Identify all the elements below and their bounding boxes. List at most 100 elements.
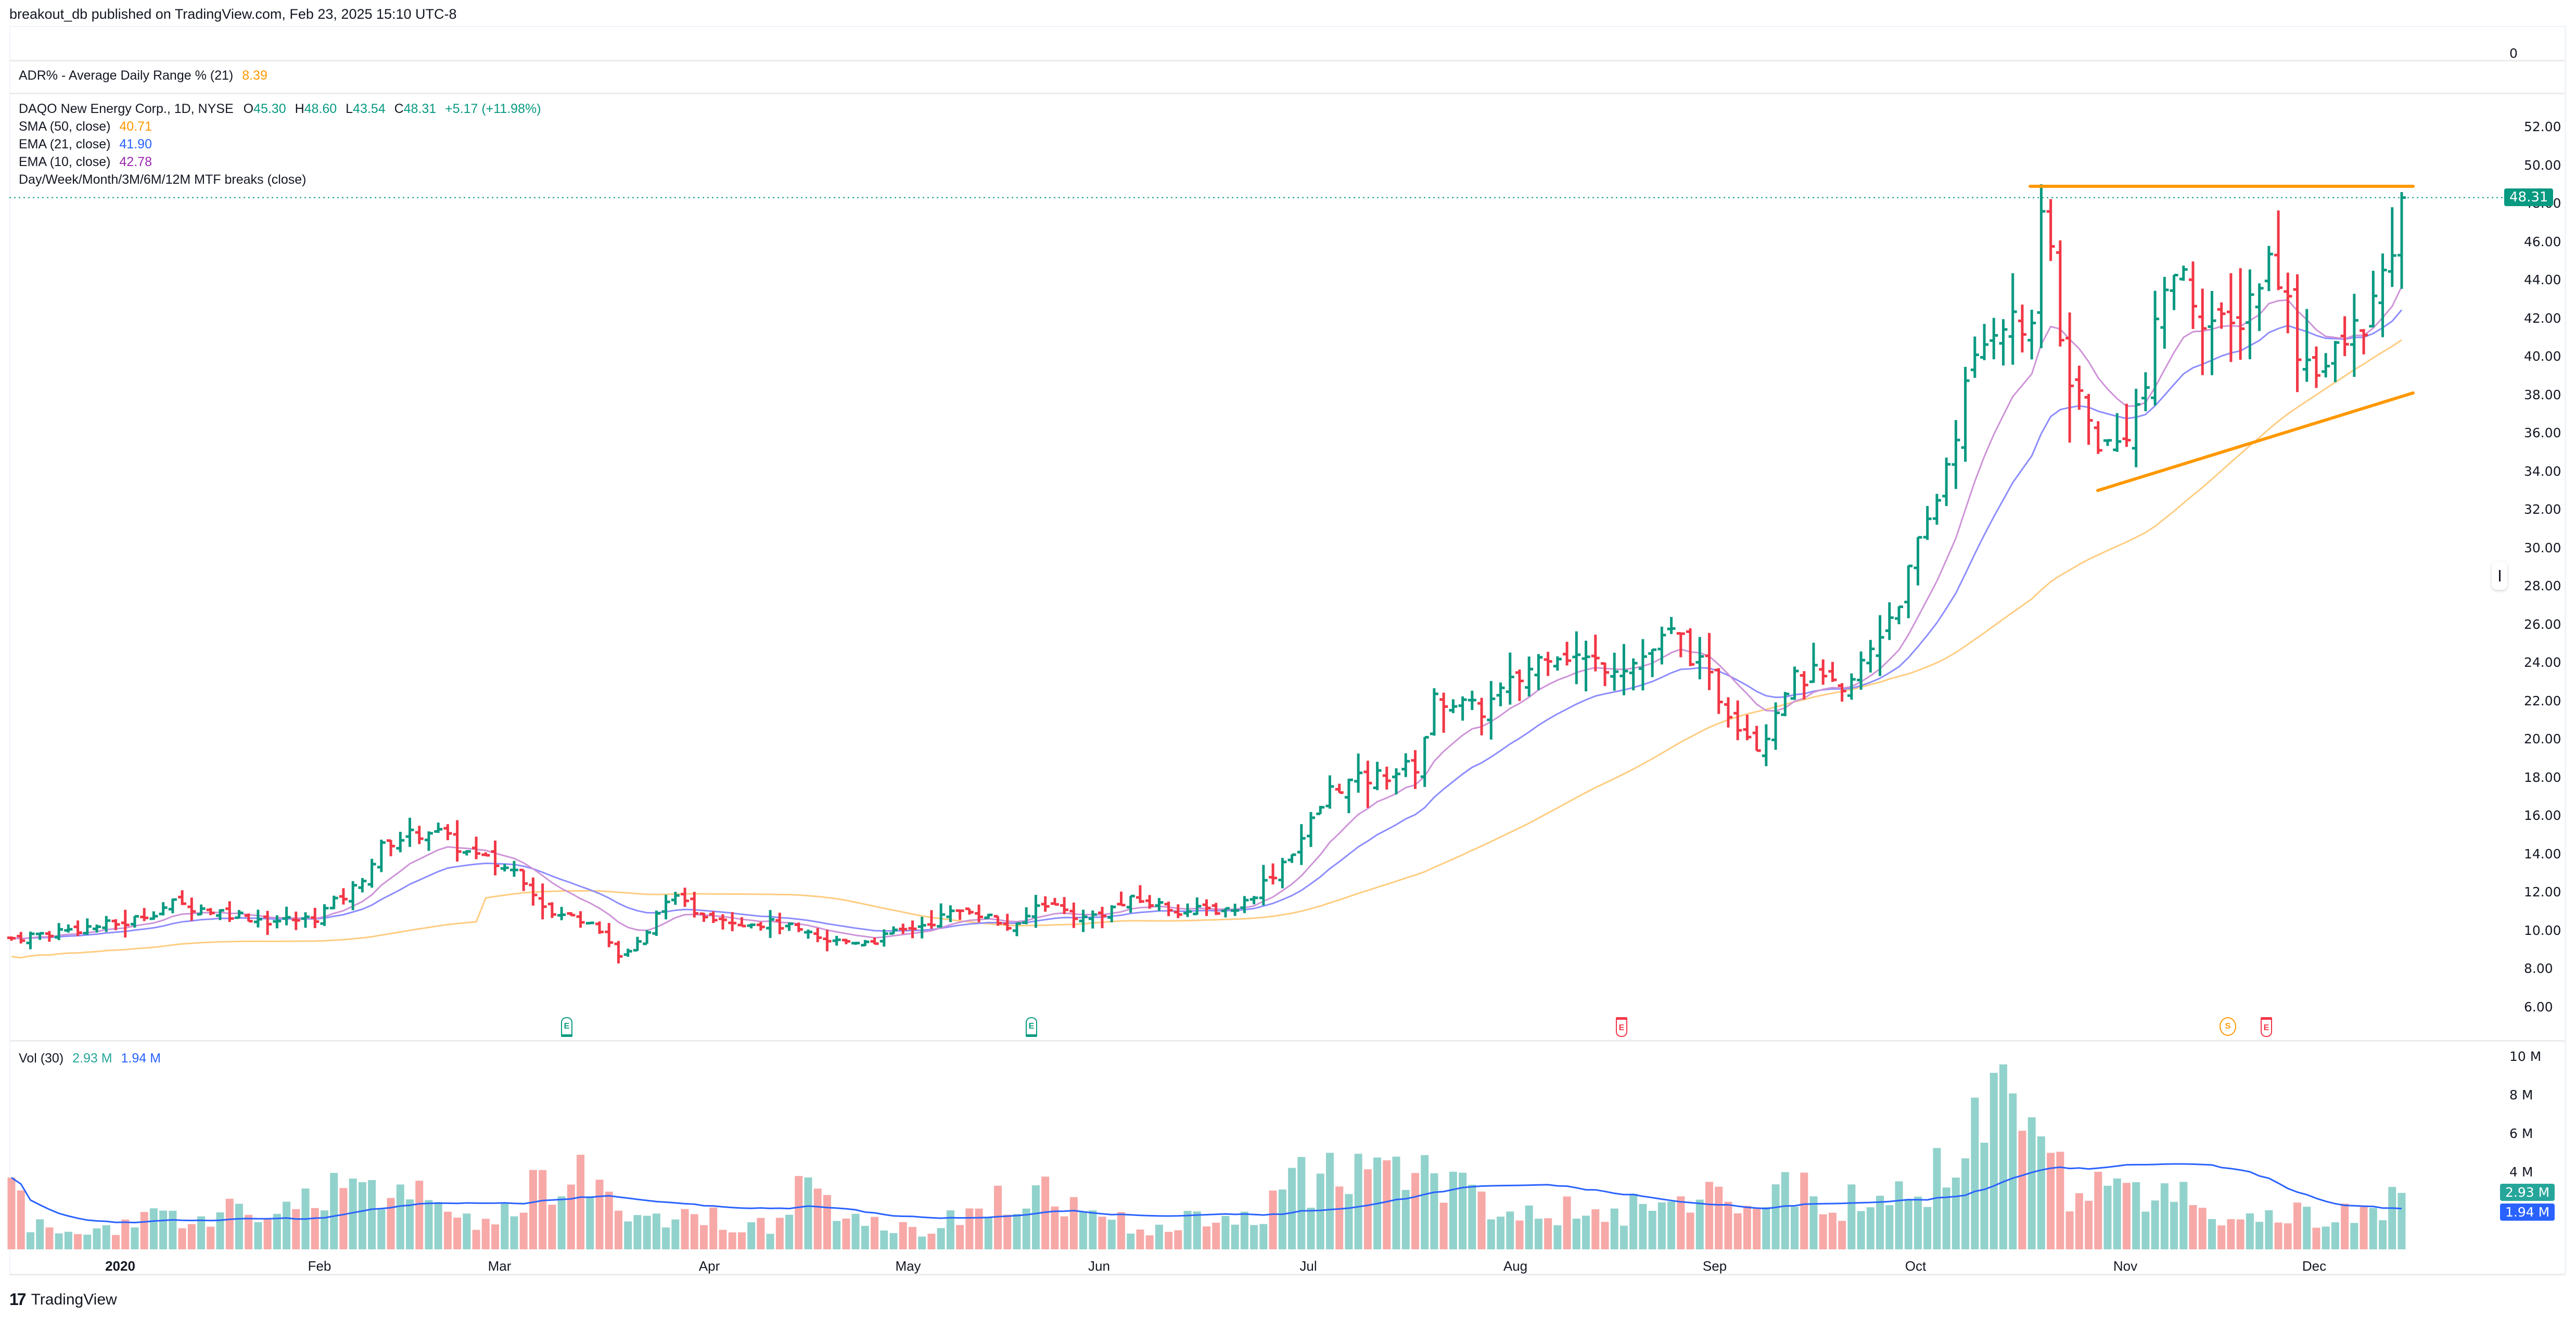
time-axis-label: Nov (2113, 1258, 2138, 1274)
volume-bar (425, 1200, 433, 1249)
volume-bar (1411, 1173, 1419, 1249)
volume-bar (64, 1232, 72, 1249)
volume-bar (197, 1216, 206, 1249)
price-axis-label: 22.00 (2524, 693, 2561, 708)
volume-bar (519, 1212, 528, 1249)
volume-bar (1345, 1194, 1353, 1249)
volume-bar (1041, 1176, 1050, 1249)
volume-bar (1534, 1219, 1542, 1249)
volume-bar (1022, 1208, 1030, 1249)
volume-bar (889, 1233, 898, 1249)
volume-bar (1363, 1169, 1372, 1249)
volume-bar (1060, 1216, 1068, 1249)
adr-pane-top-divider (9, 60, 2566, 61)
volume-bar (1307, 1208, 1315, 1249)
volume-bar (330, 1173, 338, 1249)
volume-bar (1098, 1217, 1106, 1249)
earnings-event-icon[interactable]: E (1616, 1017, 1627, 1037)
volume-bar (1203, 1226, 1210, 1249)
volume-bar (1136, 1229, 1144, 1249)
volume-bar (1695, 1199, 1704, 1249)
volume-bar (1942, 1187, 1950, 1249)
volume-bar (1838, 1221, 1846, 1249)
low-label: L (346, 102, 353, 116)
scale-handle[interactable] (2492, 562, 2507, 590)
time-axis-label: Jul (1299, 1258, 1317, 1274)
volume-legend[interactable]: Vol (30) 2.93 M 1.94 M (19, 1049, 161, 1067)
volume-bar (1572, 1218, 1580, 1249)
volume-bar (55, 1233, 63, 1249)
volume-bar (1866, 1207, 1874, 1249)
time-axis-bottom-border (9, 1274, 2566, 1275)
volume-bar (320, 1210, 328, 1249)
volume-bar (586, 1196, 594, 1249)
indicator-value: 41.90 (119, 137, 152, 151)
volume-bar (1278, 1189, 1286, 1249)
volume-bar (501, 1203, 509, 1249)
tradingview-logo[interactable]: 17 TradingView (9, 1290, 117, 1309)
time-axis-label: Sep (1702, 1258, 1727, 1274)
volume-bar (2236, 1219, 2245, 1249)
volume-bar (140, 1212, 148, 1249)
close-label: C (394, 102, 404, 116)
volume-bar (662, 1227, 670, 1249)
volume-bar (1733, 1213, 1742, 1249)
volume-bar (2274, 1222, 2282, 1249)
volume-bar (918, 1236, 926, 1249)
volume-bar (1553, 1225, 1562, 1249)
volume-bar (1610, 1208, 1618, 1249)
volume-bar (377, 1209, 386, 1249)
volume-bar (1961, 1158, 1970, 1249)
volume-bar (719, 1230, 727, 1249)
volume-bar (633, 1215, 642, 1249)
support-trendline (2096, 391, 2415, 492)
tradingview-logo-text: TradingView (31, 1290, 117, 1308)
volume-bar (871, 1217, 879, 1249)
volume-bar (1383, 1160, 1391, 1249)
earnings-event-icon[interactable]: E (2261, 1017, 2272, 1037)
indicator-legend-sma50[interactable]: SMA (50, close) 40.71 (19, 118, 152, 135)
high-value: 48.60 (304, 102, 337, 116)
volume-bar (1800, 1172, 1808, 1249)
volume-bar (2284, 1223, 2292, 1249)
time-axis-label: 2020 (105, 1258, 135, 1274)
earnings-event-icon[interactable]: E (1026, 1017, 1037, 1037)
volume-bar (510, 1216, 518, 1249)
volume-bar (406, 1199, 414, 1249)
volume-axis-label: 10 M (2509, 1049, 2542, 1064)
price-axis-label: 46.00 (2524, 234, 2561, 249)
indicator-legend-ema21[interactable]: EMA (21, close) 41.90 (19, 135, 152, 153)
volume-bar (813, 1188, 822, 1249)
adr-legend[interactable]: ADR% - Average Daily Range % (21) 8.39 (19, 67, 267, 84)
volume-bar (292, 1209, 300, 1249)
volume-bar (700, 1225, 708, 1249)
volume-bar (2369, 1208, 2377, 1249)
volume-bar (1145, 1235, 1154, 1249)
volume-bar (2217, 1225, 2226, 1249)
price-axis-label: 20.00 (2524, 731, 2561, 746)
earnings-event-icon[interactable]: E (561, 1017, 572, 1037)
volume-bar (1762, 1207, 1770, 1249)
volume-bar (1506, 1211, 1514, 1249)
split-event-icon[interactable]: S (2220, 1017, 2236, 1036)
volume-bar (2398, 1193, 2406, 1249)
volume-bar (823, 1195, 831, 1249)
volume-bar (605, 1192, 613, 1249)
volume-bar (1904, 1199, 1912, 1249)
symbol-legend[interactable]: DAQO New Energy Corp., 1D, NYSE O45.30 H… (19, 100, 541, 118)
indicator-legend-ema10[interactable]: EMA (10, close) 42.78 (19, 153, 152, 171)
indicator-legend-mtf-breaks[interactable]: Day/Week/Month/3M/6M/12M MTF breaks (clo… (19, 171, 306, 188)
volume-bar (45, 1227, 54, 1249)
volume-bar (652, 1213, 660, 1249)
volume-bar (358, 1182, 366, 1249)
volume-bar (149, 1208, 158, 1249)
volume-bar (131, 1227, 139, 1249)
volume-bar (491, 1224, 500, 1249)
price-axis-label: 36.00 (2524, 425, 2561, 440)
volume-label: Vol (30) (19, 1051, 64, 1066)
volume-bar (36, 1219, 44, 1249)
time-axis-label: Aug (1503, 1258, 1528, 1274)
volume-bar (283, 1201, 291, 1249)
volume-bar (254, 1222, 262, 1249)
